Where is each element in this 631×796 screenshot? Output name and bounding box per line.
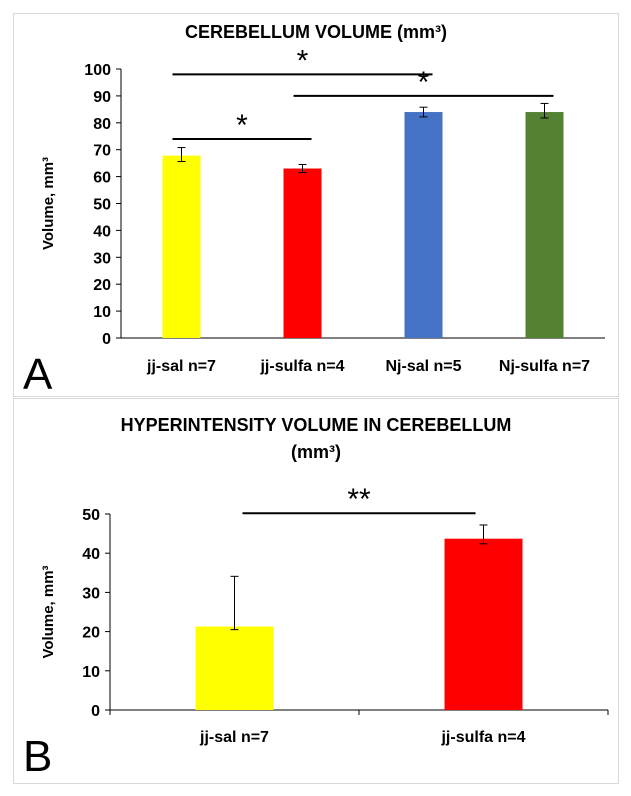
panel-letter: B — [23, 732, 52, 781]
significance-marker-1: ** — [347, 483, 371, 516]
y-tick-label: 30 — [82, 585, 100, 602]
y-tick-label: 0 — [102, 331, 111, 348]
significance-marker-1: * — [236, 109, 248, 142]
chart-title: CEREBELLUM VOLUME (mm³) — [185, 22, 447, 42]
y-tick-label: 70 — [93, 143, 111, 160]
panel-letter: A — [23, 350, 53, 396]
bar-3 — [404, 112, 443, 338]
y-tick-label: 20 — [93, 277, 111, 294]
y-tick-label: 80 — [93, 116, 111, 133]
bar-2 — [283, 168, 322, 338]
bar-2 — [444, 538, 523, 710]
chart-b-svg: HYPERINTENSITY VOLUME IN CEREBELLUM (mm³)… — [23, 415, 609, 781]
x-category-label: jj-sulfa n=4 — [440, 729, 525, 746]
bar-1 — [162, 155, 201, 338]
x-category-label: jj-sulfa n=4 — [259, 358, 344, 375]
significance-marker-3: * — [418, 66, 430, 99]
x-category-label: jj-sal n=7 — [146, 358, 216, 375]
y-tick-label: 90 — [93, 89, 111, 106]
x-category-label: jj-sal n=7 — [199, 729, 269, 746]
x-category-label: Nj-sulfa n=7 — [499, 358, 590, 375]
y-tick-label: 40 — [82, 546, 100, 563]
x-category-label: Nj-sal n=5 — [385, 358, 461, 375]
y-axis-label: Volume, mm³ — [40, 157, 57, 250]
y-tick-label: 0 — [91, 703, 100, 720]
y-tick-label: 50 — [82, 507, 100, 524]
bar-1 — [195, 626, 274, 710]
y-tick-label: 60 — [93, 170, 111, 187]
chart-panel-a: CEREBELLUM VOLUME (mm³) 0 10 20 30 40 50 60 70 80… — [13, 13, 619, 397]
y-tick-label: 30 — [93, 250, 111, 267]
significance-marker-2: * — [297, 44, 309, 77]
chart-a-svg: CEREBELLUM VOLUME (mm³) 0 10 20 30 40 50 60 70 80… — [23, 22, 605, 396]
y-tick-label: 10 — [82, 664, 100, 681]
y-tick-label: 40 — [93, 223, 111, 240]
y-tick-label: 20 — [82, 625, 100, 642]
y-tick-label: 50 — [93, 197, 111, 214]
y-tick-label: 100 — [84, 62, 111, 79]
chart-panel-b: HYPERINTENSITY VOLUME IN CEREBELLUM (mm³)… — [13, 398, 619, 784]
chart-title: HYPERINTENSITY VOLUME IN CEREBELLUM — [121, 415, 512, 435]
y-tick-label: 10 — [93, 304, 111, 321]
chart-subtitle: (mm³) — [291, 442, 341, 462]
bar-4 — [525, 112, 564, 338]
y-axis-label: Volume, mm³ — [40, 565, 57, 658]
